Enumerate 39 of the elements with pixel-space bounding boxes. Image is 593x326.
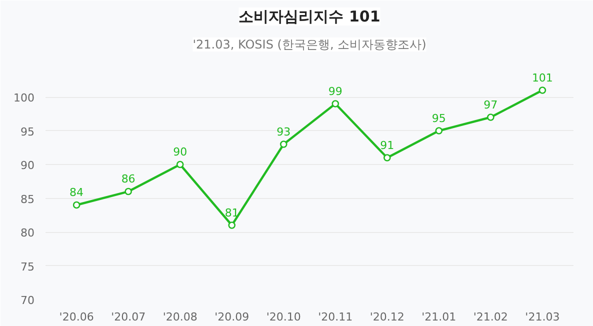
x-tick-label: '20.10 (266, 310, 301, 324)
x-tick-label: '21.01 (422, 310, 456, 324)
point (228, 222, 236, 229)
point (538, 86, 546, 94)
chart-title: 소비자심리지수 101 (238, 8, 380, 26)
y-tick-label: 90 (20, 159, 35, 172)
x-tick-label: '20.07 (111, 310, 146, 324)
data-label: 86 (121, 172, 136, 186)
x-tick-label: '21.02 (473, 310, 508, 324)
data-label: 95 (432, 112, 446, 125)
x-tick-label: '20.08 (162, 310, 198, 324)
y-tick-label: 85 (20, 192, 35, 206)
data-label: 101 (532, 71, 553, 84)
x-tick-label: '20.11 (318, 310, 353, 324)
data-label: 97 (484, 98, 498, 112)
x-tick-label: '21.03 (525, 310, 560, 324)
y-tick-label: 80 (20, 226, 35, 240)
point (176, 160, 184, 168)
y-tick-label: 95 (20, 125, 35, 138)
x-tick-label: '20.06 (59, 310, 94, 324)
data-label: 81 (224, 206, 239, 220)
point (124, 188, 132, 196)
y-tick-label: 100 (14, 92, 35, 104)
data-label: 91 (380, 138, 394, 152)
data-label: 99 (328, 84, 342, 98)
chart-subtitle: '21.03, KOSIS (한국은행, 소비자동향조사) (192, 38, 426, 52)
point (383, 154, 391, 162)
point (435, 127, 443, 134)
point (72, 201, 80, 209)
data-label: 90 (173, 146, 188, 158)
data-label: 93 (276, 125, 291, 138)
point (332, 100, 340, 108)
point (487, 114, 494, 121)
data-label: 84 (70, 186, 84, 199)
x-tick-label: '20.12 (370, 310, 404, 324)
y-tick-label: 70 (20, 294, 35, 307)
x-tick-label: '20.09 (214, 310, 250, 324)
y-tick-label: 75 (20, 260, 35, 274)
point (280, 140, 288, 148)
